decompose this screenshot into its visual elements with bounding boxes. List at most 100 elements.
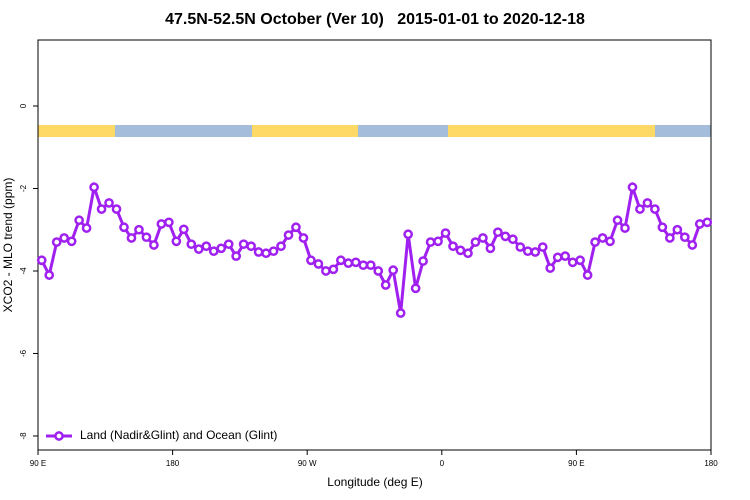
point (126, 233, 137, 243)
point (545, 263, 556, 273)
point (186, 239, 197, 250)
point (291, 222, 301, 233)
x-tick-label: 180 (166, 459, 180, 468)
point (373, 266, 384, 276)
plot-frame (37, 39, 712, 451)
point (597, 233, 608, 243)
point (522, 246, 533, 257)
point (216, 243, 227, 254)
ocean-strip (115, 125, 252, 137)
point (44, 270, 55, 280)
point (612, 215, 623, 226)
point (268, 246, 279, 257)
point (328, 264, 339, 275)
point (403, 229, 413, 240)
point (59, 233, 70, 243)
point (283, 230, 294, 240)
point (507, 234, 518, 245)
point (672, 224, 683, 235)
point (575, 255, 585, 266)
point (410, 283, 421, 294)
point (350, 257, 361, 268)
point (590, 237, 600, 247)
land-strip (38, 125, 115, 137)
point (253, 247, 264, 257)
point (51, 237, 62, 247)
y-axis-label: XCO2 - MLO trend (ppm) (1, 178, 15, 313)
ocean-strip (655, 125, 711, 137)
x-tick-label: 0 (440, 459, 445, 468)
x-tick-label: 90 W (298, 459, 317, 468)
point (605, 236, 615, 247)
point (223, 239, 234, 250)
point (463, 248, 473, 259)
point (702, 217, 713, 228)
x-tick-label: 90 E (568, 459, 584, 468)
point (380, 280, 391, 290)
x-tick-label: 90 E (30, 459, 46, 468)
point (470, 237, 481, 247)
point (104, 198, 114, 208)
point (582, 270, 593, 280)
point (238, 239, 249, 250)
legend-marker (54, 431, 64, 441)
point (298, 233, 309, 243)
point (500, 231, 511, 242)
point (111, 204, 122, 214)
point (66, 236, 77, 247)
y-tick-label: -4 (19, 267, 28, 275)
point (552, 252, 563, 263)
y-tick-label: -2 (19, 184, 28, 192)
point (650, 204, 660, 214)
point (440, 228, 451, 238)
point (178, 224, 189, 235)
point (141, 232, 152, 243)
point (81, 223, 92, 233)
point (627, 182, 638, 193)
point (336, 255, 346, 266)
point (694, 219, 705, 229)
y-tick-label: -6 (19, 349, 28, 357)
point (395, 308, 406, 318)
land-ocean-band (38, 125, 711, 137)
point (515, 242, 526, 252)
point (306, 255, 316, 266)
point (358, 260, 369, 271)
point (74, 215, 84, 226)
point (642, 198, 653, 208)
point (485, 243, 496, 254)
x-tick-label: 180 (704, 459, 718, 468)
point (665, 233, 675, 243)
point (478, 233, 488, 243)
point (567, 257, 578, 268)
point (193, 244, 204, 254)
point (493, 227, 503, 238)
point (208, 246, 219, 257)
x-axis-label: Longitude (deg E) (327, 475, 422, 489)
point (365, 260, 376, 271)
point (321, 266, 331, 276)
point (96, 204, 107, 214)
point (657, 222, 668, 233)
point (156, 219, 167, 229)
point (164, 217, 174, 228)
point (418, 256, 428, 266)
point (36, 255, 47, 266)
point (560, 251, 571, 261)
point (530, 247, 541, 257)
point (313, 259, 324, 269)
ocean-strip (358, 125, 448, 137)
point (134, 224, 144, 235)
point (119, 222, 129, 233)
point (679, 232, 690, 243)
point (433, 236, 443, 247)
point (537, 242, 548, 252)
series-line (40, 181, 708, 314)
point (620, 223, 630, 233)
point (201, 241, 212, 252)
point (89, 182, 99, 193)
chart-title: 47.5N-52.5N October (Ver 10) 2015-01-01 … (165, 11, 585, 28)
land-strip (252, 125, 358, 137)
point (425, 237, 436, 247)
